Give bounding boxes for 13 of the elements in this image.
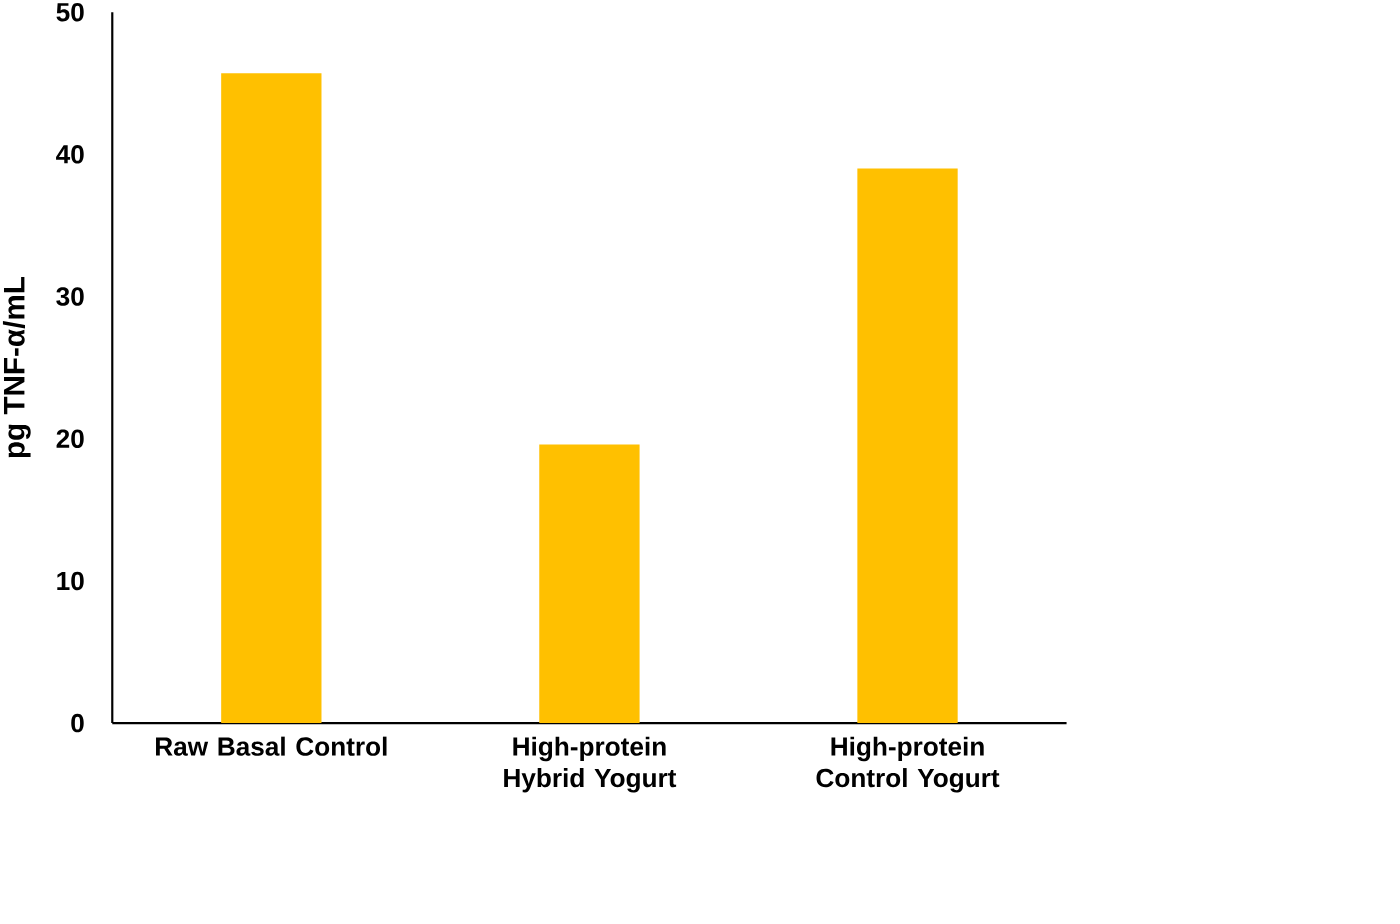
y-tick-label: 10	[57, 571, 84, 591]
y-tick-label: 20	[56, 429, 84, 449]
bar	[221, 73, 322, 724]
x-tick-label: High-protein Hybrid Yogurt	[504, 736, 677, 793]
y-axis-title: pg TNF-α/mL	[2, 277, 31, 458]
y-tick-label: 40	[56, 145, 84, 164]
bar	[857, 168, 958, 724]
x-tick-label: Raw Basal Control	[156, 736, 387, 757]
x-tick-label: High-protein Control Yogurt	[816, 736, 1000, 793]
y-tick-label: 50	[56, 3, 84, 22]
y-tick-label: 30	[56, 287, 84, 307]
bar	[539, 444, 640, 724]
y-tick-label: 0	[71, 714, 84, 733]
